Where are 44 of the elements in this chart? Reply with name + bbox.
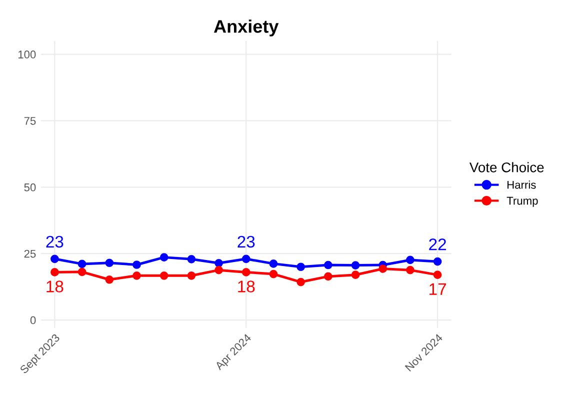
point (242, 254, 250, 264)
point (351, 261, 360, 270)
y-tick-label: 100 (18, 50, 36, 58)
point (50, 254, 59, 264)
y-tick-label: 75 (24, 117, 36, 125)
point (269, 260, 278, 268)
data-label: 23 (238, 236, 255, 248)
legend-label: Trump (506, 196, 538, 207)
data-label: 23 (46, 236, 64, 248)
point (160, 271, 168, 280)
point (78, 260, 86, 268)
point (433, 257, 442, 266)
data-label: 22 (429, 238, 446, 250)
legend-title: Vote Choice (469, 162, 544, 172)
legend-label: Harris (508, 180, 536, 189)
point (242, 268, 250, 276)
point (132, 260, 141, 269)
point (187, 271, 196, 280)
y-tick-label: 50 (24, 183, 36, 192)
chart-title: Anxiety (214, 20, 279, 36)
data-label: 18 (238, 280, 255, 292)
point (105, 275, 114, 284)
data-label: 17 (430, 283, 446, 295)
point (351, 270, 360, 280)
point (105, 258, 114, 268)
point (296, 262, 305, 272)
point (214, 258, 223, 268)
point (50, 268, 59, 276)
point (406, 266, 414, 274)
point (160, 253, 168, 262)
point (324, 272, 332, 281)
point (187, 255, 196, 264)
y-tick-label: 0 (30, 316, 36, 324)
point (324, 260, 332, 270)
point (406, 256, 414, 264)
point (378, 264, 388, 273)
point (433, 270, 442, 280)
y-tick-label: 25 (24, 250, 36, 258)
point (132, 271, 141, 280)
point (214, 266, 223, 274)
point (269, 270, 278, 278)
data-label: 18 (46, 280, 64, 292)
point (296, 278, 305, 286)
point (78, 268, 86, 276)
